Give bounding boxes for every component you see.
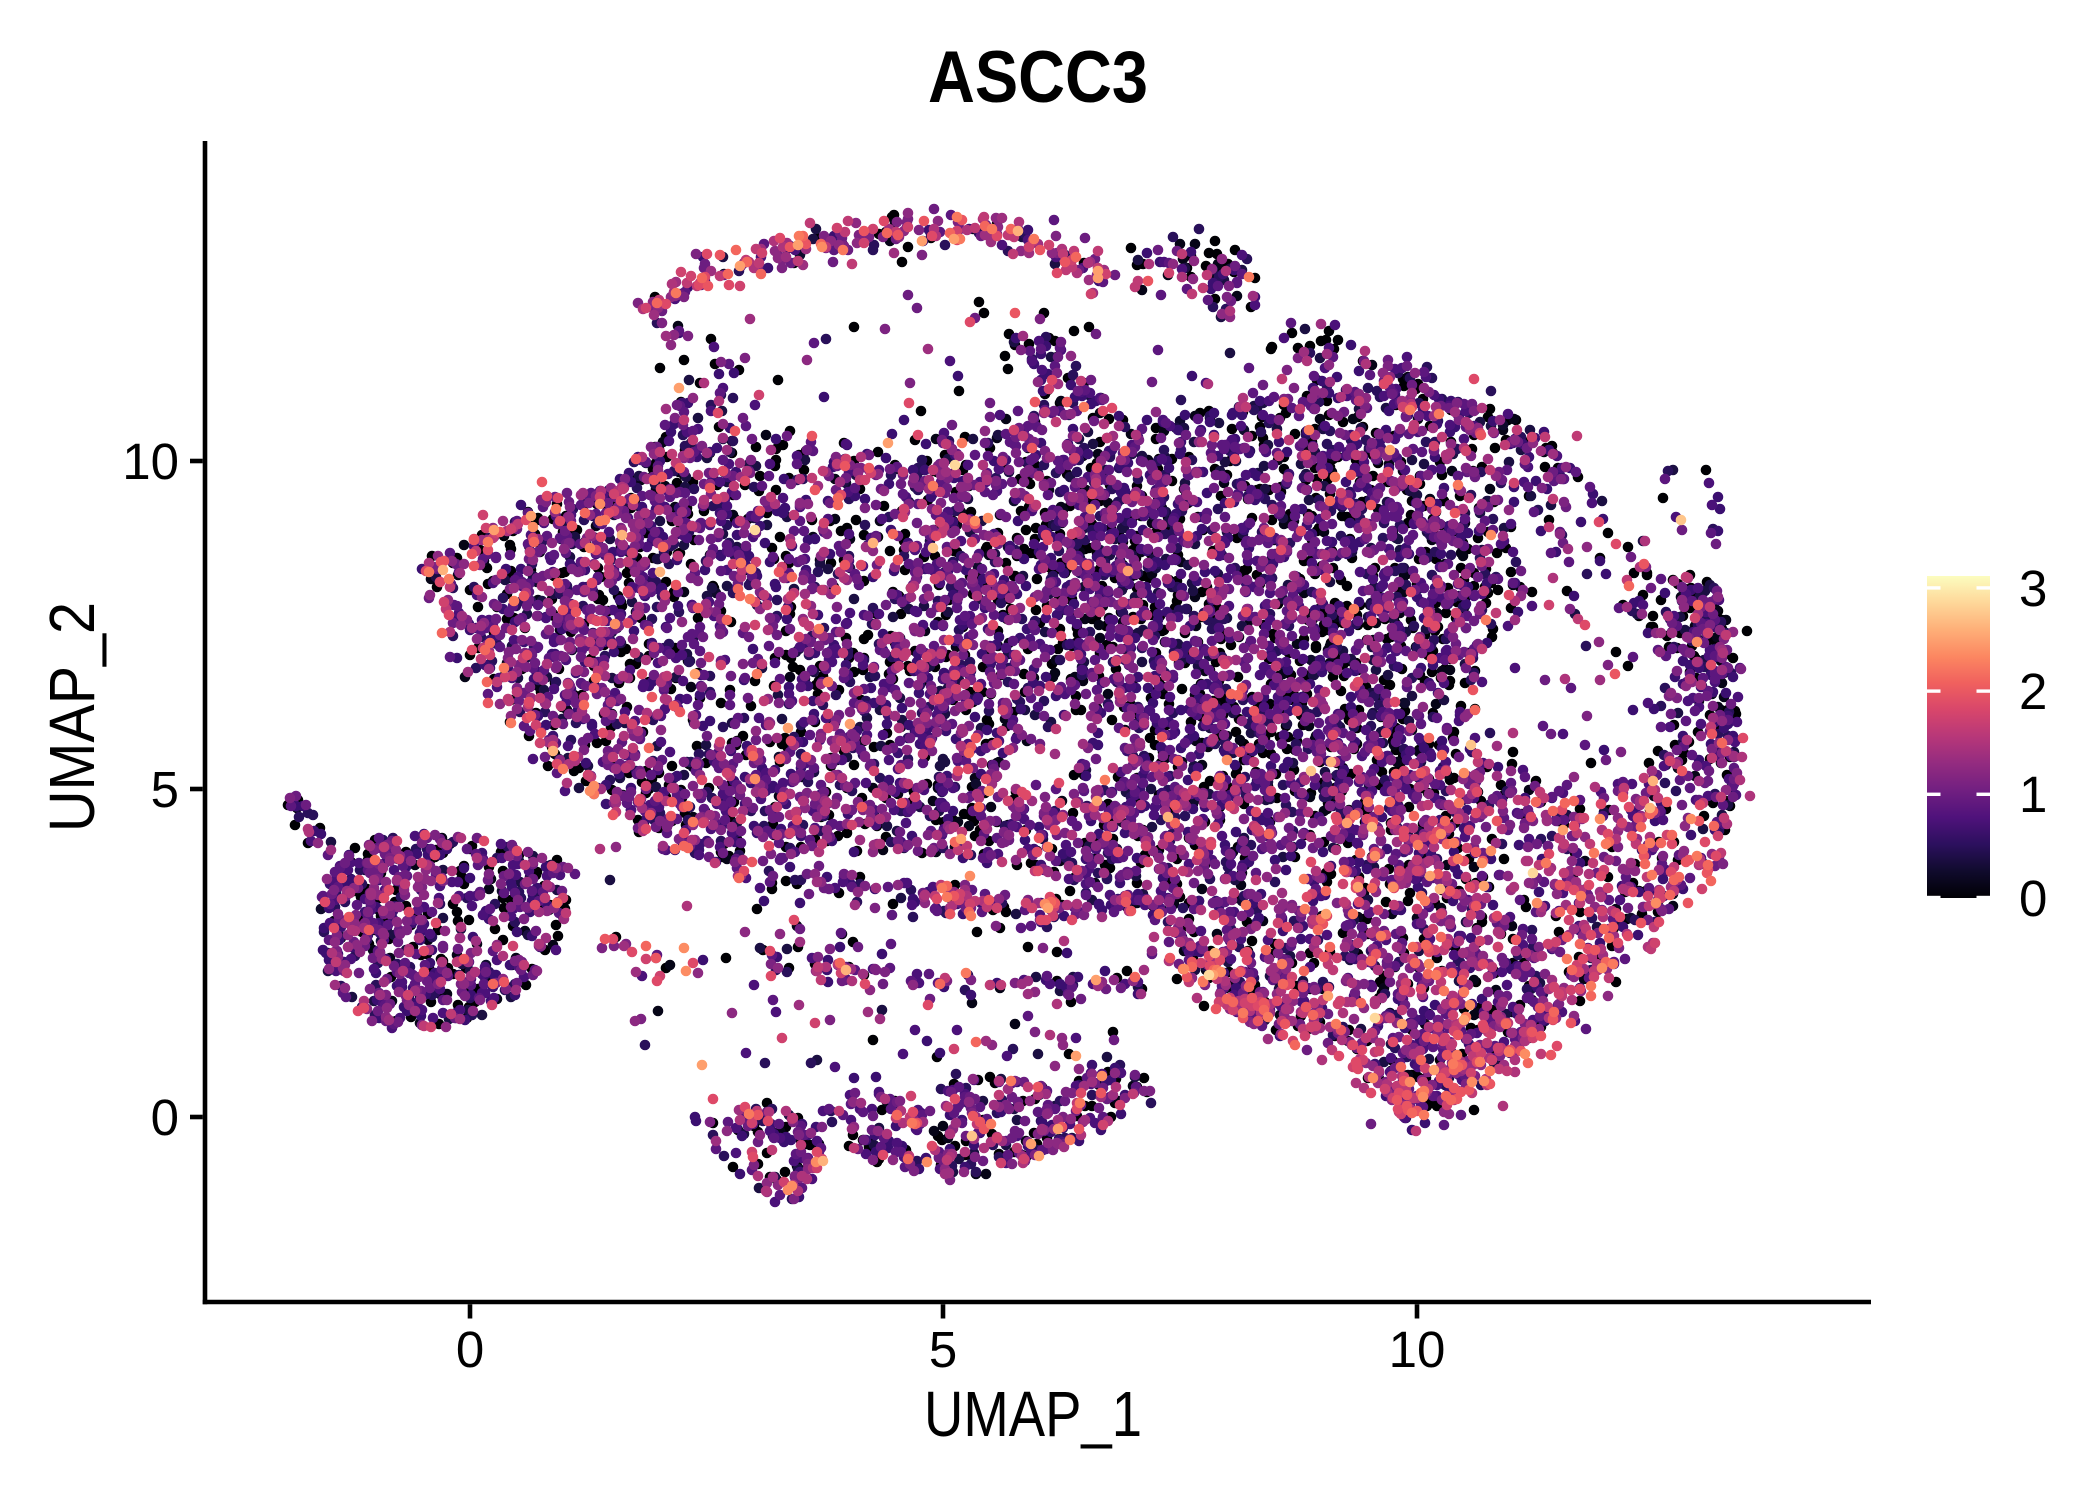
svg-text:0: 0 (2019, 870, 2047, 927)
svg-text:0: 0 (456, 1321, 484, 1378)
svg-text:2: 2 (2019, 663, 2047, 720)
svg-text:5: 5 (151, 761, 179, 818)
svg-text:1: 1 (2019, 766, 2047, 823)
svg-text:3: 3 (2019, 560, 2047, 617)
svg-text:5: 5 (929, 1321, 957, 1378)
svg-text:10: 10 (1389, 1321, 1446, 1378)
svg-text:UMAP_2: UMAP_2 (36, 602, 108, 832)
svg-text:UMAP_1: UMAP_1 (924, 1378, 1142, 1450)
svg-text:10: 10 (122, 433, 179, 490)
svg-text:0: 0 (151, 1089, 179, 1146)
svg-text:ASCC3: ASCC3 (928, 37, 1148, 118)
